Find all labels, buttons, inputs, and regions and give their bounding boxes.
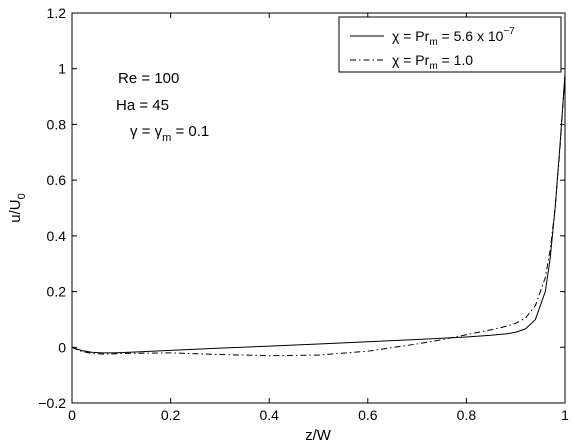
y-tick-label: 0.2	[47, 284, 67, 300]
y-axis-title: u/U0	[7, 193, 28, 222]
legend-label-series-2: χ = Prm = 1.0	[392, 52, 473, 72]
y-tick-label: −0.2	[38, 395, 66, 411]
legend-label-series-2-mid: = 1.0	[438, 52, 474, 68]
legend-label-series-1-prefix: χ = Pr	[392, 28, 430, 44]
legend: χ = Prm = 5.6 x 10−7 χ = Prm = 1.0	[338, 16, 562, 73]
legend-label-series-1-sub: m	[429, 37, 437, 48]
series-line-2	[71, 74, 566, 357]
y-tick-label: 0	[58, 339, 66, 355]
x-tick-label: 0	[68, 407, 76, 423]
series-layer	[71, 74, 566, 357]
y-tick-label: 1.2	[47, 5, 67, 21]
legend-label-series-2-prefix: χ = Pr	[392, 52, 430, 68]
legend-label-series-2-sub: m	[429, 61, 437, 72]
annotation-re: Re = 100	[118, 70, 179, 87]
x-tick-label: 1	[561, 407, 569, 423]
y-axis-title-main: u/U	[7, 199, 24, 222]
annotation-ha: Ha = 45	[116, 97, 169, 114]
annotation-gamma-sub: m	[162, 132, 171, 144]
legend-label-series-1-mid: = 5.6 x 10	[438, 28, 504, 44]
y-tick-label: 1	[58, 61, 66, 77]
legend-box	[338, 16, 562, 73]
x-tick-label: 0.4	[259, 407, 279, 423]
x-tick-label: 0.8	[457, 407, 477, 423]
y-tick-label: 0.6	[47, 172, 67, 188]
annotation-gamma-prefix: γ = γ	[130, 123, 163, 140]
svg-text:u/U0: u/U0	[7, 193, 28, 222]
x-tick-label: 0.6	[358, 407, 378, 423]
ticks: 0 0.2 0.4 0.6 0.8 1−0.200.20.40.60.811.2	[38, 5, 569, 423]
x-tick-label: 0.2	[161, 407, 181, 423]
y-tick-label: 0.8	[47, 116, 67, 132]
plot-frame	[71, 12, 566, 404]
annotation-gamma: γ = γm = 0.1	[130, 123, 209, 144]
y-axis-title-sub: 0	[16, 193, 28, 199]
y-tick-label: 0.4	[47, 228, 67, 244]
legend-label-series-1-sup: −7	[503, 26, 515, 37]
legend-label-series-1: χ = Prm = 5.6 x 10−7	[392, 26, 515, 48]
annotation-gamma-suffix: = 0.1	[171, 123, 209, 140]
series-line-1	[71, 74, 566, 354]
x-axis-title: z/W	[305, 427, 332, 444]
